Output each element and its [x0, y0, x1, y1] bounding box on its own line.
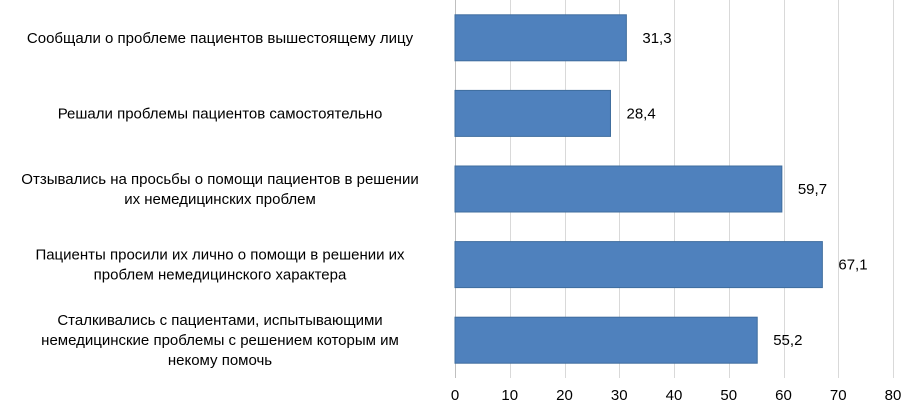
data-label: 31,3 [642, 30, 671, 47]
x-tick-labels: 0 10 20 30 40 50 60 70 80 [451, 387, 902, 404]
x-tick-label: 10 [501, 387, 518, 404]
bar [454, 316, 758, 364]
category-label-line: немедицинские проблемы с решением которы… [41, 332, 399, 349]
x-tick-label: 40 [666, 387, 683, 404]
category-label: Сообщали о проблеме пациентов вышестояще… [27, 30, 414, 47]
x-tick-label: 60 [775, 387, 792, 404]
x-tick-label: 50 [720, 387, 737, 404]
category-label-line: Отзывались на просьбы о помощи пациентов… [21, 171, 418, 188]
category-label-line: некому помочь [168, 352, 272, 369]
bar [454, 165, 783, 213]
category-label-line: Решали проблемы пациентов самостоятельно [58, 105, 383, 122]
bar [454, 14, 627, 62]
x-tick-label: 80 [885, 387, 902, 404]
category-label: Решали проблемы пациентов самостоятельно [58, 105, 383, 122]
category-label-line: Сообщали о проблеме пациентов вышестояще… [27, 30, 414, 47]
bar [454, 241, 823, 289]
data-label: 67,1 [838, 257, 867, 274]
category-label: Пациенты просили их лично о помощи в реш… [35, 247, 405, 284]
category-label-line: их немедицинских проблем [124, 191, 316, 208]
category-labels: Сообщали о проблеме пациентов вышестояще… [21, 30, 418, 369]
data-labels: 31,3 28,4 59,7 67,1 55,2 [626, 30, 867, 349]
x-tick-label: 20 [556, 387, 573, 404]
data-label: 59,7 [798, 181, 827, 198]
category-label: Отзывались на просьбы о помощи пациентов… [21, 171, 418, 208]
category-label: Сталкивались с пациентами, испытывающими… [41, 312, 399, 369]
x-tick-label: 70 [830, 387, 847, 404]
data-label: 28,4 [626, 105, 655, 122]
category-label-line: Сталкивались с пациентами, испытывающими [57, 312, 382, 329]
x-tick-label: 0 [451, 387, 459, 404]
category-label-line: проблем немедицинского характера [94, 267, 347, 284]
x-tick-label: 30 [611, 387, 628, 404]
data-label: 55,2 [773, 332, 802, 349]
bars [454, 14, 823, 364]
bar [454, 89, 611, 137]
category-label-line: Пациенты просили их лично о помощи в реш… [35, 247, 405, 264]
